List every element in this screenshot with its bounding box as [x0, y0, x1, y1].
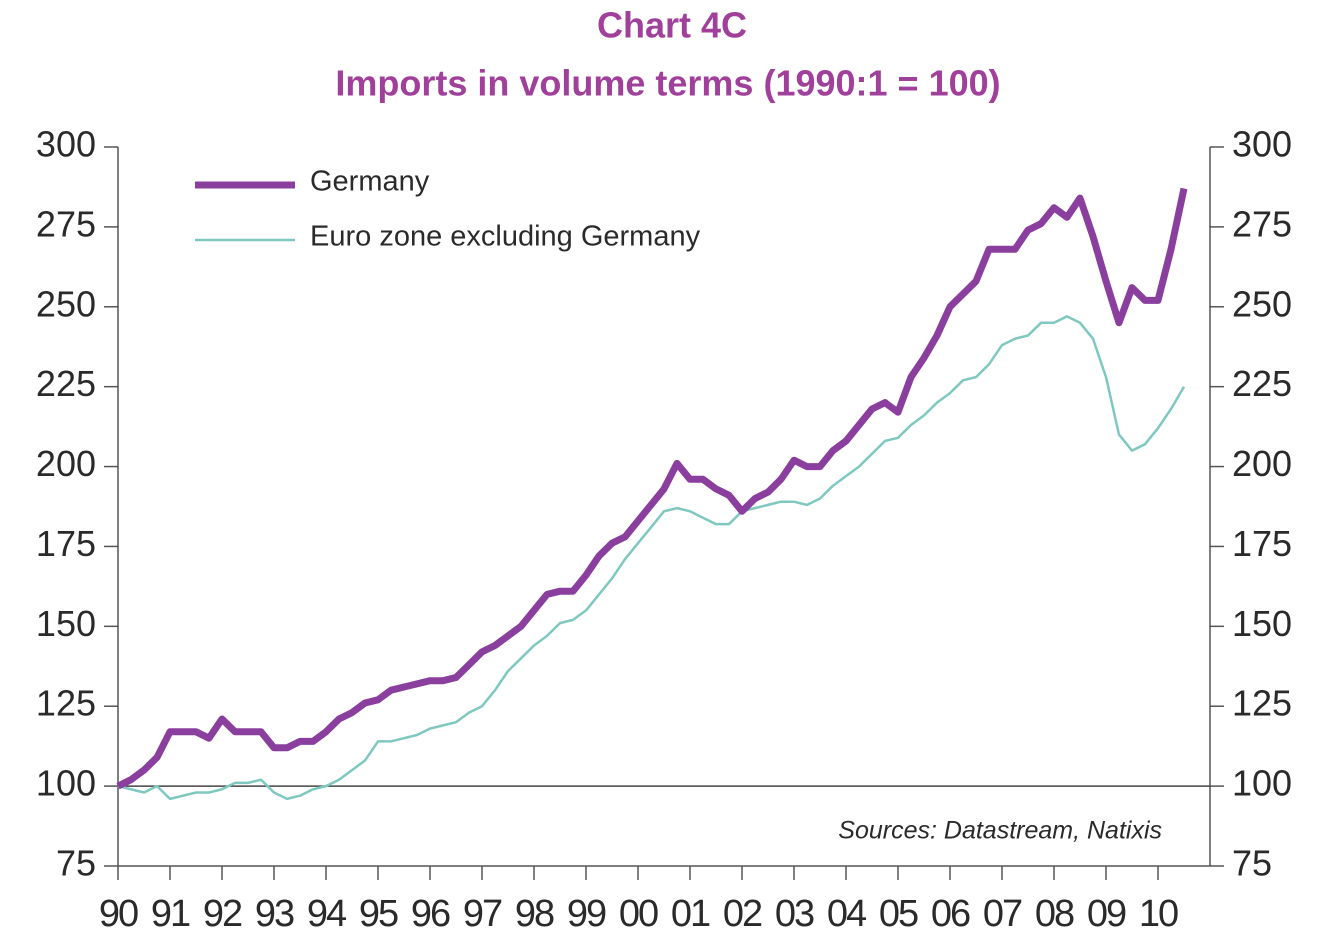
y-tick-label: 275 [36, 203, 96, 244]
x-tick-label: 92 [203, 893, 242, 935]
series-line [116, 187, 1188, 790]
series-line [117, 315, 1186, 801]
y-tick-label: 150 [36, 603, 96, 644]
y-tick-label: 250 [36, 283, 96, 324]
legend-label: Germany [310, 166, 430, 198]
x-tick-label: 04 [827, 893, 867, 935]
x-tick-label: 00 [619, 893, 658, 935]
chart-title: Chart 4C [597, 5, 747, 46]
y2-tick-label: 250 [1232, 283, 1292, 324]
x-tick-label: 07 [983, 893, 1022, 935]
x-tick-label: 01 [671, 893, 710, 935]
x-tick-label: 10 [1139, 893, 1178, 935]
y-tick-label: 225 [36, 363, 96, 404]
x-tick-label: 03 [775, 893, 814, 935]
y2-tick-label: 100 [1232, 763, 1292, 804]
x-tick-label: 96 [411, 893, 450, 935]
y-tick-label: 300 [36, 124, 96, 165]
y-tick-label: 100 [36, 763, 96, 804]
chart-subtitle: Imports in volume terms (1990:1 = 100) [335, 63, 1000, 104]
x-tick-label: 02 [723, 893, 762, 935]
x-tick-label: 08 [1035, 893, 1074, 935]
y-tick-label: 175 [36, 523, 96, 564]
x-tick-label: 09 [1087, 893, 1126, 935]
x-tick-label: 91 [151, 893, 190, 935]
y2-tick-label: 300 [1232, 124, 1292, 165]
x-tick-label: 90 [99, 893, 138, 935]
y-tick-label: 125 [36, 683, 96, 724]
y-tick-label: 75 [56, 843, 96, 884]
y-tick-label: 200 [36, 443, 96, 484]
y2-tick-label: 175 [1232, 523, 1292, 564]
x-tick-label: 98 [515, 893, 554, 935]
x-tick-label: 05 [879, 893, 918, 935]
legend-label: Euro zone excluding Germany [310, 221, 701, 253]
y2-tick-label: 125 [1232, 683, 1292, 724]
y2-tick-label: 225 [1232, 363, 1292, 404]
x-tick-label: 06 [931, 893, 970, 935]
x-tick-label: 97 [463, 893, 502, 935]
x-tick-label: 95 [359, 893, 398, 935]
annotation: Sources: Datastream, Natixis [838, 817, 1162, 845]
x-tick-label: 94 [307, 893, 347, 935]
x-tick-label: 99 [567, 893, 606, 935]
y2-tick-label: 75 [1232, 843, 1272, 884]
y2-tick-label: 150 [1232, 603, 1292, 644]
x-tick-label: 93 [255, 893, 294, 935]
y2-tick-label: 200 [1232, 443, 1292, 484]
y2-tick-label: 275 [1232, 203, 1292, 244]
